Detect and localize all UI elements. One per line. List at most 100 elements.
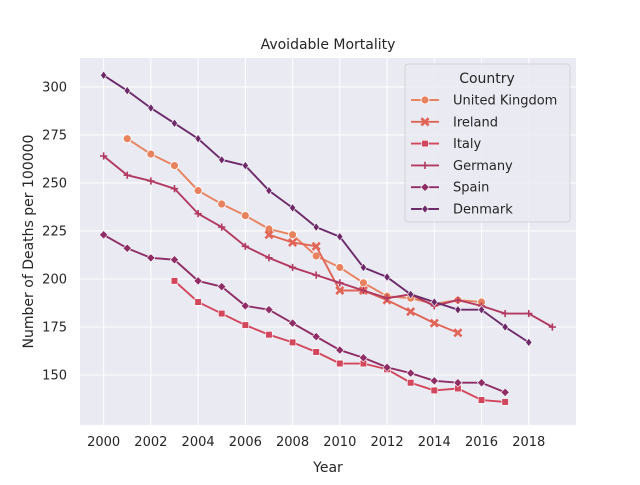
x-axis-title: Year bbox=[312, 460, 343, 476]
data-point bbox=[358, 353, 369, 363]
y-tick-label: 225 bbox=[42, 224, 67, 239]
data-point bbox=[288, 338, 297, 346]
legend-marker bbox=[421, 161, 429, 169]
series-line bbox=[103, 155, 553, 328]
legend-marker bbox=[420, 117, 430, 127]
data-point bbox=[240, 211, 250, 220]
legend-item: Ireland bbox=[411, 115, 498, 130]
data-point bbox=[336, 232, 344, 242]
data-point bbox=[146, 149, 156, 159]
data-point bbox=[241, 321, 249, 329]
data-point bbox=[265, 331, 273, 339]
data-point bbox=[406, 368, 416, 378]
y-tick-label: 300 bbox=[42, 80, 67, 95]
data-point bbox=[500, 387, 510, 397]
data-point bbox=[476, 378, 487, 388]
x-tick-label: 2012 bbox=[371, 435, 404, 450]
y-tick-label: 200 bbox=[42, 272, 67, 287]
y-tick-label: 150 bbox=[42, 369, 67, 384]
x-tick-label: 2008 bbox=[276, 435, 309, 450]
data-point bbox=[477, 305, 486, 315]
data-point bbox=[288, 263, 297, 272]
data-point bbox=[288, 230, 297, 240]
legend-marker bbox=[421, 204, 429, 214]
legend-item: Italy bbox=[411, 137, 482, 152]
data-point bbox=[335, 285, 345, 296]
data-point bbox=[217, 282, 227, 292]
data-point bbox=[241, 242, 249, 250]
data-point bbox=[501, 309, 509, 318]
data-point bbox=[429, 376, 439, 386]
legend: Country United Kingdom Ireland Italy German… bbox=[404, 63, 571, 223]
data-point bbox=[407, 289, 415, 300]
data-point bbox=[430, 386, 438, 395]
data-point bbox=[218, 223, 226, 231]
data-point bbox=[382, 362, 392, 372]
data-point bbox=[311, 331, 321, 342]
series-denmark bbox=[100, 70, 533, 348]
data-point bbox=[287, 318, 298, 328]
legend-marker bbox=[420, 95, 430, 105]
data-point bbox=[407, 379, 415, 387]
data-point bbox=[265, 254, 273, 262]
data-point bbox=[430, 297, 438, 307]
data-point bbox=[454, 296, 462, 304]
legend-label: Italy bbox=[453, 137, 482, 152]
data-point bbox=[406, 307, 416, 317]
data-point bbox=[453, 378, 463, 388]
data-point bbox=[122, 243, 132, 253]
y-tick-label: 175 bbox=[42, 321, 67, 336]
data-point bbox=[383, 272, 391, 282]
data-point bbox=[288, 237, 298, 247]
data-point bbox=[241, 160, 249, 171]
y-tick-label: 250 bbox=[42, 176, 67, 191]
y-tick-label: 275 bbox=[42, 128, 67, 143]
x-tick-label: 2000 bbox=[87, 435, 120, 450]
legend-label: United Kingdom bbox=[453, 94, 557, 109]
data-point bbox=[122, 134, 132, 144]
legend-marker bbox=[420, 182, 430, 192]
data-point bbox=[194, 134, 202, 144]
data-point bbox=[170, 277, 179, 285]
data-point bbox=[98, 230, 109, 240]
data-point bbox=[359, 286, 368, 295]
legend-label: Spain bbox=[453, 181, 489, 196]
data-point bbox=[525, 337, 533, 348]
data-point bbox=[454, 305, 462, 315]
data-point bbox=[311, 241, 321, 251]
data-point bbox=[264, 230, 274, 240]
data-point bbox=[311, 251, 321, 261]
data-point bbox=[169, 255, 180, 265]
data-point bbox=[100, 70, 108, 80]
data-point bbox=[147, 177, 155, 185]
legend-label: Ireland bbox=[453, 115, 498, 130]
data-point bbox=[217, 199, 227, 209]
data-point bbox=[477, 396, 486, 404]
data-point bbox=[525, 309, 533, 318]
data-point bbox=[264, 305, 274, 315]
series-spain bbox=[98, 230, 510, 397]
data-point bbox=[312, 222, 320, 232]
data-point bbox=[193, 276, 203, 286]
x-tick-label: 2014 bbox=[418, 435, 451, 450]
data-point bbox=[123, 171, 131, 179]
x-tick-label: 2016 bbox=[465, 435, 498, 450]
legend-box bbox=[404, 63, 571, 223]
legend-title: Country bbox=[459, 71, 515, 87]
data-point bbox=[501, 322, 509, 332]
y-axis-title: Number of Deaths per 100000 bbox=[21, 135, 37, 349]
legend-marker bbox=[421, 140, 429, 148]
data-point bbox=[312, 271, 320, 279]
data-point bbox=[359, 262, 368, 273]
x-tick-label: 2002 bbox=[134, 435, 167, 450]
legend-label: Denmark bbox=[453, 203, 513, 218]
data-point bbox=[501, 398, 509, 406]
data-point bbox=[218, 155, 226, 165]
data-point bbox=[170, 161, 179, 171]
data-point bbox=[548, 323, 556, 331]
data-point bbox=[383, 294, 391, 302]
data-point bbox=[265, 185, 273, 196]
data-point bbox=[100, 152, 108, 160]
x-tick-label: 2006 bbox=[229, 435, 262, 450]
legend-item: Spain bbox=[411, 181, 489, 196]
